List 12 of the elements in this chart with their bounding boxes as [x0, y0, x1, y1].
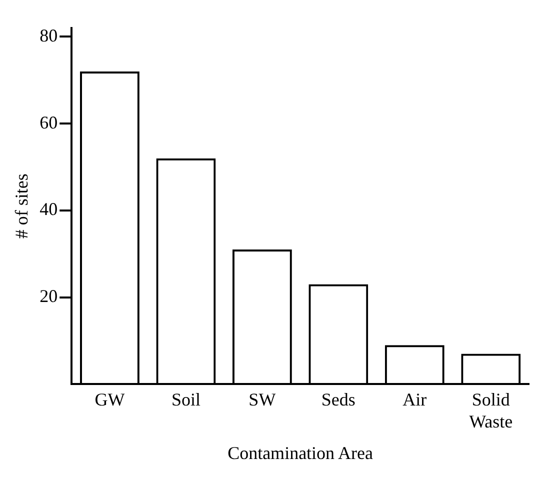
y-axis-title: # of sites	[12, 174, 32, 239]
y-tick-label: 60	[40, 112, 58, 132]
x-tick-label: Seds	[321, 390, 356, 410]
x-tick-label: Soil	[171, 390, 200, 410]
x-tick-label: Solid Waste	[469, 390, 513, 432]
x-axis-title: Contamination Area	[228, 442, 374, 463]
y-tick-label: 20	[40, 286, 58, 306]
y-tick-label: 40	[40, 199, 58, 220]
x-tick-label: GW	[94, 390, 125, 410]
x-tick-label: Air	[402, 390, 427, 410]
y-tick-label: 80	[40, 25, 58, 46]
x-tick-label: SW	[248, 390, 276, 410]
